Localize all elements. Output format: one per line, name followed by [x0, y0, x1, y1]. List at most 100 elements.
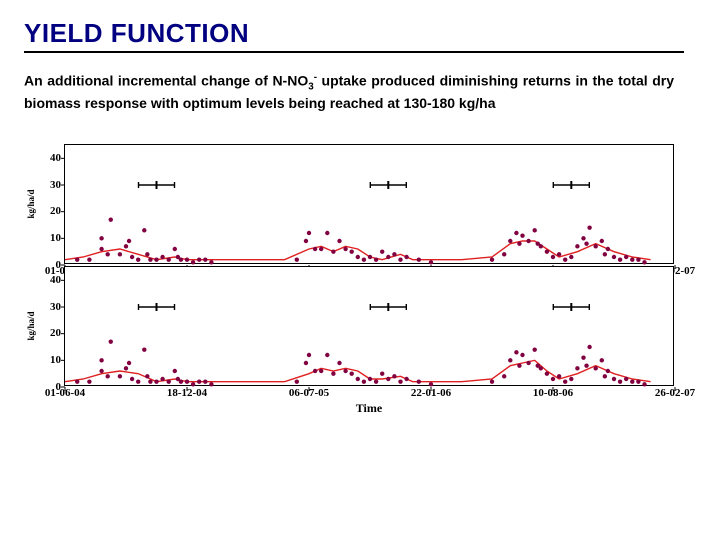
data-point: [307, 353, 311, 357]
data-point: [539, 366, 543, 370]
x-tick-label: 26-02-07: [655, 385, 695, 399]
data-point: [350, 371, 354, 375]
title-divider: [24, 51, 684, 53]
data-point: [130, 377, 134, 381]
data-point: [127, 239, 131, 243]
data-point: [603, 252, 607, 256]
data-point: [179, 257, 183, 261]
data-point: [142, 347, 146, 351]
data-point: [526, 361, 530, 365]
data-point: [325, 231, 329, 235]
data-point: [75, 257, 79, 261]
data-point: [87, 379, 91, 383]
data-point: [350, 249, 354, 253]
data-point: [514, 350, 518, 354]
data-point: [356, 377, 360, 381]
timeseries-panel-0: kg/ha/d 01020304001-06-0418-12-0406-07-0…: [64, 144, 674, 264]
data-point: [362, 257, 366, 261]
data-point: [606, 247, 610, 251]
x-tick-label: 18-12-04: [167, 385, 207, 399]
data-point: [319, 247, 323, 251]
data-point: [124, 244, 128, 248]
data-point: [380, 249, 384, 253]
data-point: [145, 374, 149, 378]
data-point: [380, 371, 384, 375]
data-point: [325, 353, 329, 357]
data-point: [160, 377, 164, 381]
y-tick-label: 30: [50, 179, 65, 191]
x-tick-label: 01-06-04: [45, 385, 85, 399]
y-tick-label: 40: [50, 152, 65, 164]
data-point: [148, 257, 152, 261]
x-tick-label: 10-08-06: [533, 385, 573, 399]
data-point: [392, 374, 396, 378]
data-point: [563, 257, 567, 261]
data-point: [130, 255, 134, 259]
data-point: [404, 255, 408, 259]
data-point: [539, 244, 543, 248]
description-sub: 3: [308, 81, 313, 92]
data-point: [197, 257, 201, 261]
data-point: [368, 377, 372, 381]
data-point: [584, 241, 588, 245]
data-point: [109, 217, 113, 221]
data-point: [185, 379, 189, 383]
data-point: [618, 257, 622, 261]
data-point: [398, 257, 402, 261]
data-point: [319, 369, 323, 373]
data-point: [603, 374, 607, 378]
data-point: [142, 228, 146, 232]
data-point: [118, 252, 122, 256]
ibar-marker: [370, 181, 406, 189]
data-point: [581, 355, 585, 359]
x-axis-label: Time: [356, 401, 382, 416]
data-point: [167, 257, 171, 261]
data-point: [392, 252, 396, 256]
plots-container: kg/ha/d 01020304001-06-0418-12-0406-07-0…: [64, 144, 696, 386]
data-point: [569, 255, 573, 259]
ibar-marker: [553, 303, 589, 311]
y-axis-label-0: kg/ha/d: [26, 154, 36, 254]
y-tick-label: 30: [50, 301, 65, 313]
data-point: [386, 377, 390, 381]
data-point: [295, 257, 299, 261]
data-point: [526, 239, 530, 243]
data-point: [331, 371, 335, 375]
data-point: [99, 247, 103, 251]
data-point: [551, 255, 555, 259]
data-point: [520, 233, 524, 237]
data-point: [313, 247, 317, 251]
data-point: [197, 379, 201, 383]
data-point: [520, 353, 524, 357]
ibar-marker: [139, 181, 175, 189]
data-point: [618, 379, 622, 383]
data-point: [636, 379, 640, 383]
data-point: [337, 361, 341, 365]
data-point: [209, 382, 213, 386]
data-point: [148, 379, 152, 383]
data-point: [594, 244, 598, 248]
data-point: [75, 379, 79, 383]
plot-svg-1: [65, 267, 673, 385]
data-point: [545, 371, 549, 375]
data-point: [356, 255, 360, 259]
data-point: [337, 239, 341, 243]
data-point: [124, 366, 128, 370]
data-point: [374, 379, 378, 383]
data-point: [145, 252, 149, 256]
description-pre: An additional incremental change of N-NO: [24, 73, 308, 89]
ibar-marker: [370, 303, 406, 311]
data-point: [386, 255, 390, 259]
y-axis-label-1: kg/ha/d: [26, 276, 36, 376]
page-title: YIELD FUNCTION: [24, 18, 696, 49]
data-point: [417, 379, 421, 383]
data-point: [404, 377, 408, 381]
ibar-marker: [139, 303, 175, 311]
data-point: [343, 247, 347, 251]
data-point: [417, 257, 421, 261]
y-tick-label: 40: [50, 274, 65, 286]
data-point: [331, 249, 335, 253]
data-point: [545, 249, 549, 253]
x-tick-label: 06-07-05: [289, 385, 329, 399]
ibar-marker: [553, 181, 589, 189]
